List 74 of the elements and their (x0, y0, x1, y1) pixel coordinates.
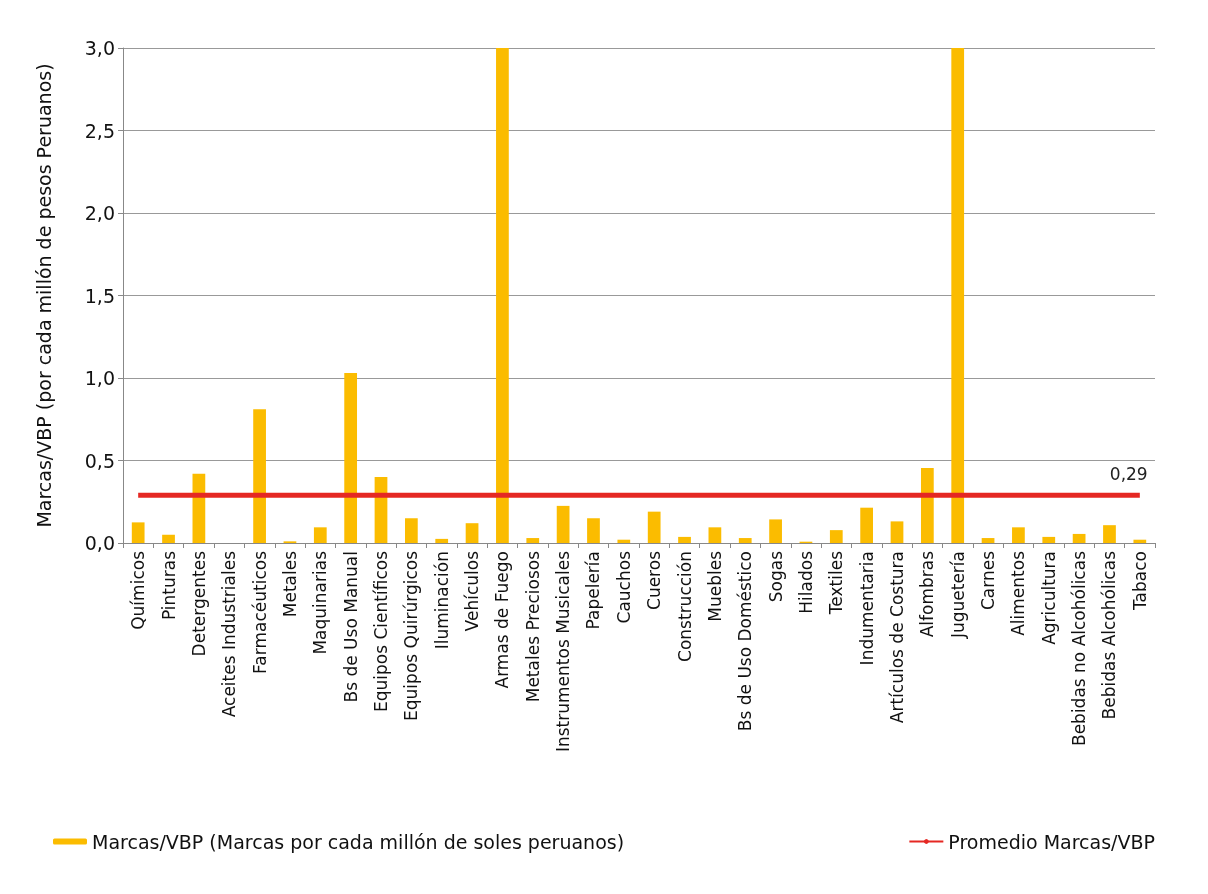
x-tick-label: Armas de Fuego (492, 551, 513, 689)
x-tick-label: Metales (279, 550, 300, 618)
x-tick-label: Instrumentos Musicales (553, 550, 574, 753)
bar (162, 534, 175, 543)
x-tick-label: Construcción (674, 551, 695, 662)
bar (1072, 533, 1086, 543)
x-tick-label: Metales Preciosos (522, 550, 543, 703)
x-tick-label: Cueros (644, 550, 665, 610)
x-tick-label: Muebles (704, 550, 725, 622)
bar (920, 467, 934, 543)
bar (344, 373, 358, 543)
bar (617, 539, 631, 543)
y-tick-label: 1,0 (84, 367, 115, 389)
legend-label: Promedio Marcas/VBP (948, 830, 1155, 853)
bar (769, 519, 782, 543)
data-label: 0,29 (1109, 463, 1148, 484)
bar (951, 48, 965, 543)
bar (526, 538, 540, 543)
y-tick-label: 0,5 (84, 449, 115, 472)
bar (981, 538, 995, 543)
bar (253, 409, 266, 543)
bar (1042, 536, 1056, 543)
x-tick-label: Artículos de Costura (887, 551, 907, 724)
x-tick-label: Equipos Quirúrgicos (401, 550, 422, 721)
bar (1103, 525, 1116, 543)
x-tick-label: Agricultura (1038, 551, 1059, 645)
x-tick-label: Bs de Uso Doméstico (735, 551, 756, 732)
x-tick-label: Sogas (765, 550, 786, 603)
y-tick-label: 2,0 (84, 202, 115, 224)
y-axis-title: Marcas/VBP (por cada millón de pesos Peruanos) (32, 63, 55, 528)
bar (860, 507, 874, 543)
x-tick-label: Químicos (128, 550, 149, 630)
x-tick-label: Maquinarias (310, 550, 331, 655)
bar (708, 527, 722, 543)
x-tick-label: Bs de Uso Manual (340, 551, 361, 703)
x-tick-label: Papelería (583, 551, 604, 630)
x-tick-label: Indumentaria (856, 551, 877, 666)
bar (1012, 527, 1025, 543)
bar (829, 530, 843, 543)
x-tick-label: Alfombras (917, 550, 938, 638)
x-tick-label: Bebidas no Alcohólicas (1069, 550, 1090, 747)
bar (404, 518, 418, 543)
x-tick-label: Alimentos (1008, 550, 1029, 636)
y-tick-label: 3,0 (84, 37, 115, 59)
bar (647, 511, 661, 543)
y-tick-label: 1,5 (84, 284, 115, 307)
bar (890, 521, 904, 543)
x-tick-label: Bebidas Alcohólicas (1099, 550, 1120, 720)
bar (131, 522, 145, 543)
bar (678, 536, 691, 543)
bar (1133, 539, 1147, 543)
x-tick-label: Iluminación (431, 551, 452, 650)
bar (465, 523, 479, 543)
x-tick-label: Carnes (978, 550, 999, 611)
legend-label: Marcas/VBP (Marcas por cada millón de soles peruanos) (92, 830, 625, 853)
x-tick-label: Farmacéuticos (249, 550, 270, 674)
x-tick-label: Equipos Científicos (371, 550, 391, 713)
x-tick-label: Pinturas (158, 550, 179, 621)
bar (587, 518, 600, 543)
x-tick-label: Tabaco (1129, 551, 1150, 611)
y-tick-label: 2,5 (84, 119, 115, 142)
bar (496, 48, 509, 543)
bar (738, 538, 752, 543)
bar (313, 527, 327, 543)
x-tick-label: Aceites Industriales (219, 550, 240, 718)
x-tick-label: Hilados (795, 550, 816, 614)
x-tick-label: Cauchos (613, 550, 634, 624)
x-tick-label: Juguetería (947, 551, 968, 640)
bar (556, 505, 570, 543)
y-tick-label: 0,0 (84, 532, 115, 554)
x-tick-label: Vehículos (462, 550, 483, 632)
x-tick-label: Textiles (826, 550, 847, 616)
bar (435, 538, 449, 543)
x-tick-label: Detergentes (188, 550, 209, 657)
